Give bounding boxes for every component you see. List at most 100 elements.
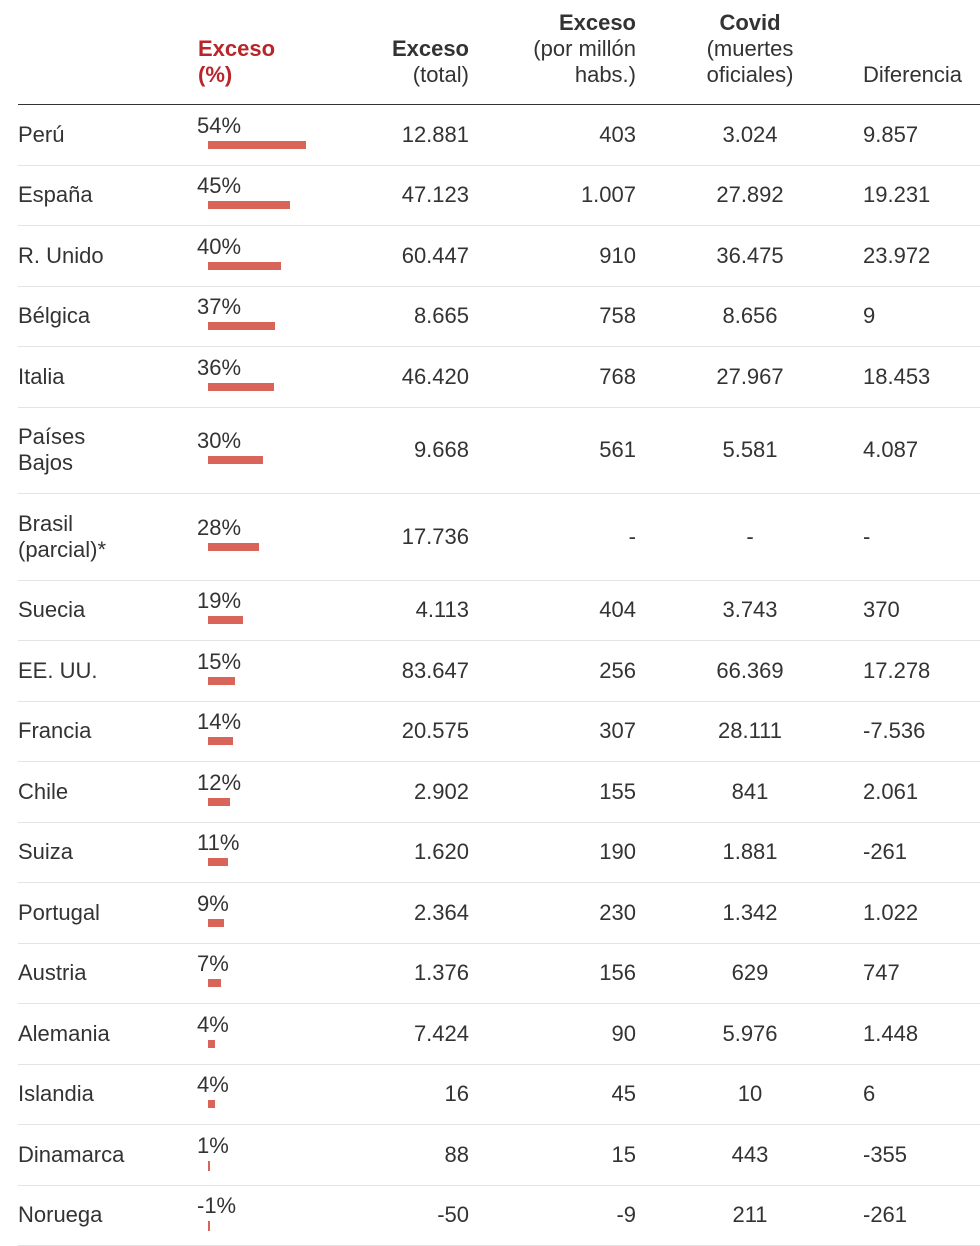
excess-pct-label: 28% [197,517,241,539]
country-name: Austria [18,960,86,986]
header-excess-pct: Exceso (%) [198,36,275,88]
difference-value: 1.022 [863,900,918,926]
excess-pct-bar [208,141,306,149]
excess-pct-label: 45% [197,175,241,197]
header-excess-total-line1: Exceso [392,36,469,62]
difference-value: 9.857 [863,122,918,148]
excess-per-million-value: 156 [599,960,636,986]
difference-value: 747 [863,960,900,986]
country-name-line: Noruega [18,1202,102,1228]
excess-per-million-value: 403 [599,122,636,148]
country-name-line: Bajos [18,450,85,476]
excess-pct-cell: 1% [197,1135,229,1157]
header-difference: Diferencia [863,62,962,88]
excess-total-value: 2.902 [414,779,469,805]
excess-pct-bar [208,1221,210,1231]
country-name-line: (parcial)* [18,537,106,563]
excess-pct-label: 19% [197,590,241,612]
excess-pct-bar [208,616,243,624]
excess-pct-label: 9% [197,893,229,915]
excess-total-value: 1.376 [414,960,469,986]
excess-total-value: 9.668 [414,437,469,463]
excess-pct-bar [208,1040,215,1048]
covid-deaths-value: 3.024 [698,122,802,148]
excess-per-million-value: 561 [599,437,636,463]
excess-pct-label: 1% [197,1135,229,1157]
excess-pct-bar [208,456,263,464]
country-name-line: Chile [18,779,68,805]
excess-per-million-value: 307 [599,718,636,744]
covid-deaths-value: 3.743 [698,597,802,623]
country-name-line: R. Unido [18,243,104,269]
header-covid: Covid (muertes oficiales) [698,10,802,88]
covid-deaths-value: 10 [698,1081,802,1107]
difference-value: 18.453 [863,364,930,390]
excess-total-value: 12.881 [402,122,469,148]
excess-pct-cell: 37% [197,296,241,318]
difference-value: - [863,524,870,550]
excess-per-million-value: 256 [599,658,636,684]
excess-total-value: 47.123 [402,182,469,208]
excess-pct-cell: 7% [197,953,229,975]
header-excess-pct-line2: (%) [198,62,275,88]
excess-per-million-value: 15 [612,1142,636,1168]
excess-pct-cell: 14% [197,711,241,733]
country-name-line: Dinamarca [18,1142,124,1168]
excess-pct-cell: 15% [197,651,241,673]
excess-per-million-value: 90 [612,1021,636,1047]
covid-deaths-value: 8.656 [698,303,802,329]
excess-total-value: 17.736 [402,524,469,550]
excess-pct-cell: 11% [197,832,239,854]
difference-value: -261 [863,839,907,865]
difference-value: -355 [863,1142,907,1168]
excess-pct-label: 12% [197,772,241,794]
country-name: Brasil(parcial)* [18,511,106,563]
header-per-million-line2: (por millón [533,36,636,62]
country-name-line: Italia [18,364,64,390]
excess-pct-label: 15% [197,651,241,673]
difference-value: 1.448 [863,1021,918,1047]
difference-value: -7.536 [863,718,925,744]
excess-per-million-value: 768 [599,364,636,390]
country-name-line: Perú [18,122,64,148]
excess-pct-bar [208,262,281,270]
country-name-line: Francia [18,718,91,744]
excess-per-million-value: 910 [599,243,636,269]
excess-per-million-value: 190 [599,839,636,865]
excess-total-value: 60.447 [402,243,469,269]
excess-pct-bar [208,543,259,551]
excess-pct-bar [208,677,235,685]
covid-deaths-value: 629 [698,960,802,986]
country-name: Perú [18,122,64,148]
excess-per-million-value: 230 [599,900,636,926]
difference-value: 23.972 [863,243,930,269]
excess-pct-cell: 12% [197,772,241,794]
excess-pct-cell: 45% [197,175,241,197]
header-excess-pct-line1: Exceso [198,36,275,62]
excess-total-value: 88 [445,1142,469,1168]
header-excess-total: Exceso (total) [392,36,469,88]
country-name-line: Alemania [18,1021,110,1047]
excess-total-value: 1.620 [414,839,469,865]
excess-pct-cell: 4% [197,1014,229,1036]
excess-total-value: 46.420 [402,364,469,390]
excess-pct-bar [208,1100,215,1108]
country-name: España [18,182,93,208]
excess-pct-label: 40% [197,236,241,258]
excess-pct-label: 4% [197,1074,229,1096]
excess-pct-bar [208,979,221,987]
excess-pct-label: 30% [197,430,241,452]
